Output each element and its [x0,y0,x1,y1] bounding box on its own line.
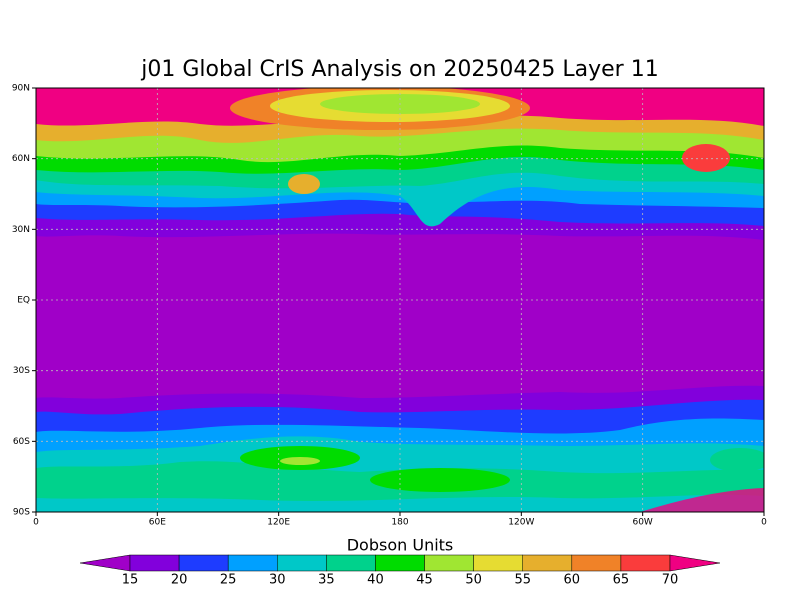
colorbar-segment [375,554,425,572]
colorbar-segment [129,554,180,572]
lon-label: 0 [33,518,39,528]
lat-label: 60S [13,437,30,447]
colorbar-segment [473,554,523,572]
colorbar-tick-label: 15 [122,573,139,588]
lat-label: 60N [12,154,30,164]
colorbar-under [79,554,131,572]
lon-label: 60E [149,518,166,528]
colorbar-segment [326,554,376,572]
lat-label: EQ [17,296,30,306]
colorbar-segment [522,554,573,572]
colorbar-over [669,554,721,572]
lon-label: 0 [761,518,767,528]
colorbar-tick-label: 50 [465,573,482,588]
colorbar: 15 20 25 30 35 40 45 50 55 60 65 70 [79,554,721,588]
colorbar-segment [227,554,278,572]
colorbar-tick-label: 20 [171,573,188,588]
colorbar-tick-label: 25 [220,573,237,588]
colorbar-segment [620,554,671,572]
lat-label: 90S [13,508,30,518]
title: j01 Global CrIS Analysis on 20250425 Lay… [140,57,658,82]
lon-label: 120W [508,518,534,528]
colorbar-segment [571,554,622,572]
colorbar-tick-label: 40 [367,573,384,588]
colorbar-segment [277,554,327,572]
colorbar-tick-label: 35 [318,573,335,588]
colorbar-tick-label: 55 [514,573,531,588]
colorbar-segment [424,554,474,572]
colorbar-tick-label: 45 [416,573,433,588]
map-frame [35,87,765,513]
ozone-field [36,88,764,512]
colorbar-label: Dobson Units [347,536,454,555]
lon-label: 60W [632,518,652,528]
lat-label: 30N [12,225,30,235]
colorbar-tick-label: 60 [564,573,581,588]
colorbar-tick-label: 70 [662,573,679,588]
lat-label: 30S [13,366,30,376]
lat-label: 90N [12,84,30,94]
colorbar-tick-label: 30 [269,573,286,588]
lon-label: 180 [391,518,408,528]
colorbar-tick-label: 65 [613,573,630,588]
colorbar-segment [178,554,229,572]
lon-label: 120E [267,518,290,528]
